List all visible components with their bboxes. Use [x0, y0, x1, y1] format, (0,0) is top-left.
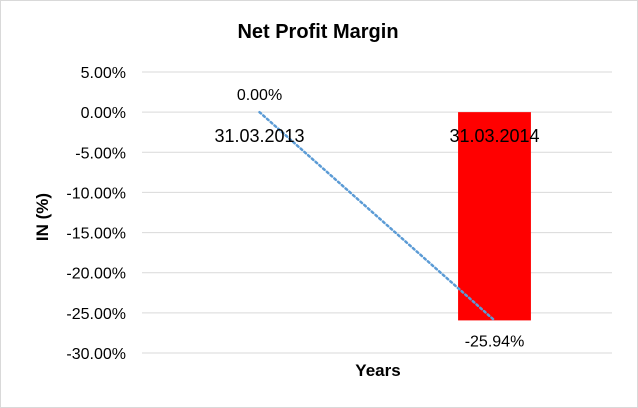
- x-axis-title: Years: [355, 361, 400, 380]
- category-labels: 31.03.2013 31.03.2014: [214, 126, 539, 146]
- trendline-layer: [258, 110, 496, 322]
- y-tick-label: -10.00%: [66, 185, 126, 202]
- category-label: 31.03.2013: [214, 126, 304, 146]
- y-axis-ticks: 5.00% 0.00% -5.00% -10.00% -15.00% -20.00% -25…: [66, 65, 126, 363]
- y-tick-label: 5.00%: [81, 65, 126, 82]
- bars: [458, 112, 531, 321]
- data-labels: 0.00% -25.94%: [237, 87, 524, 350]
- trendline: [258, 110, 496, 322]
- y-axis-title: IN (%): [33, 193, 52, 241]
- data-label: -25.94%: [465, 333, 525, 350]
- gridlines: [142, 71, 612, 354]
- y-tick-label: -30.00%: [66, 346, 126, 363]
- data-label: 0.00%: [237, 87, 282, 104]
- y-tick-label: -20.00%: [66, 266, 126, 283]
- y-tick-label: -15.00%: [66, 226, 126, 243]
- category-label: 31.03.2014: [449, 126, 539, 146]
- bar: [458, 112, 531, 321]
- y-tick-label: 0.00%: [81, 105, 126, 122]
- chart-title: Net Profit Margin: [237, 21, 398, 43]
- y-tick-label: -25.00%: [66, 306, 126, 323]
- y-tick-label: -5.00%: [75, 145, 126, 162]
